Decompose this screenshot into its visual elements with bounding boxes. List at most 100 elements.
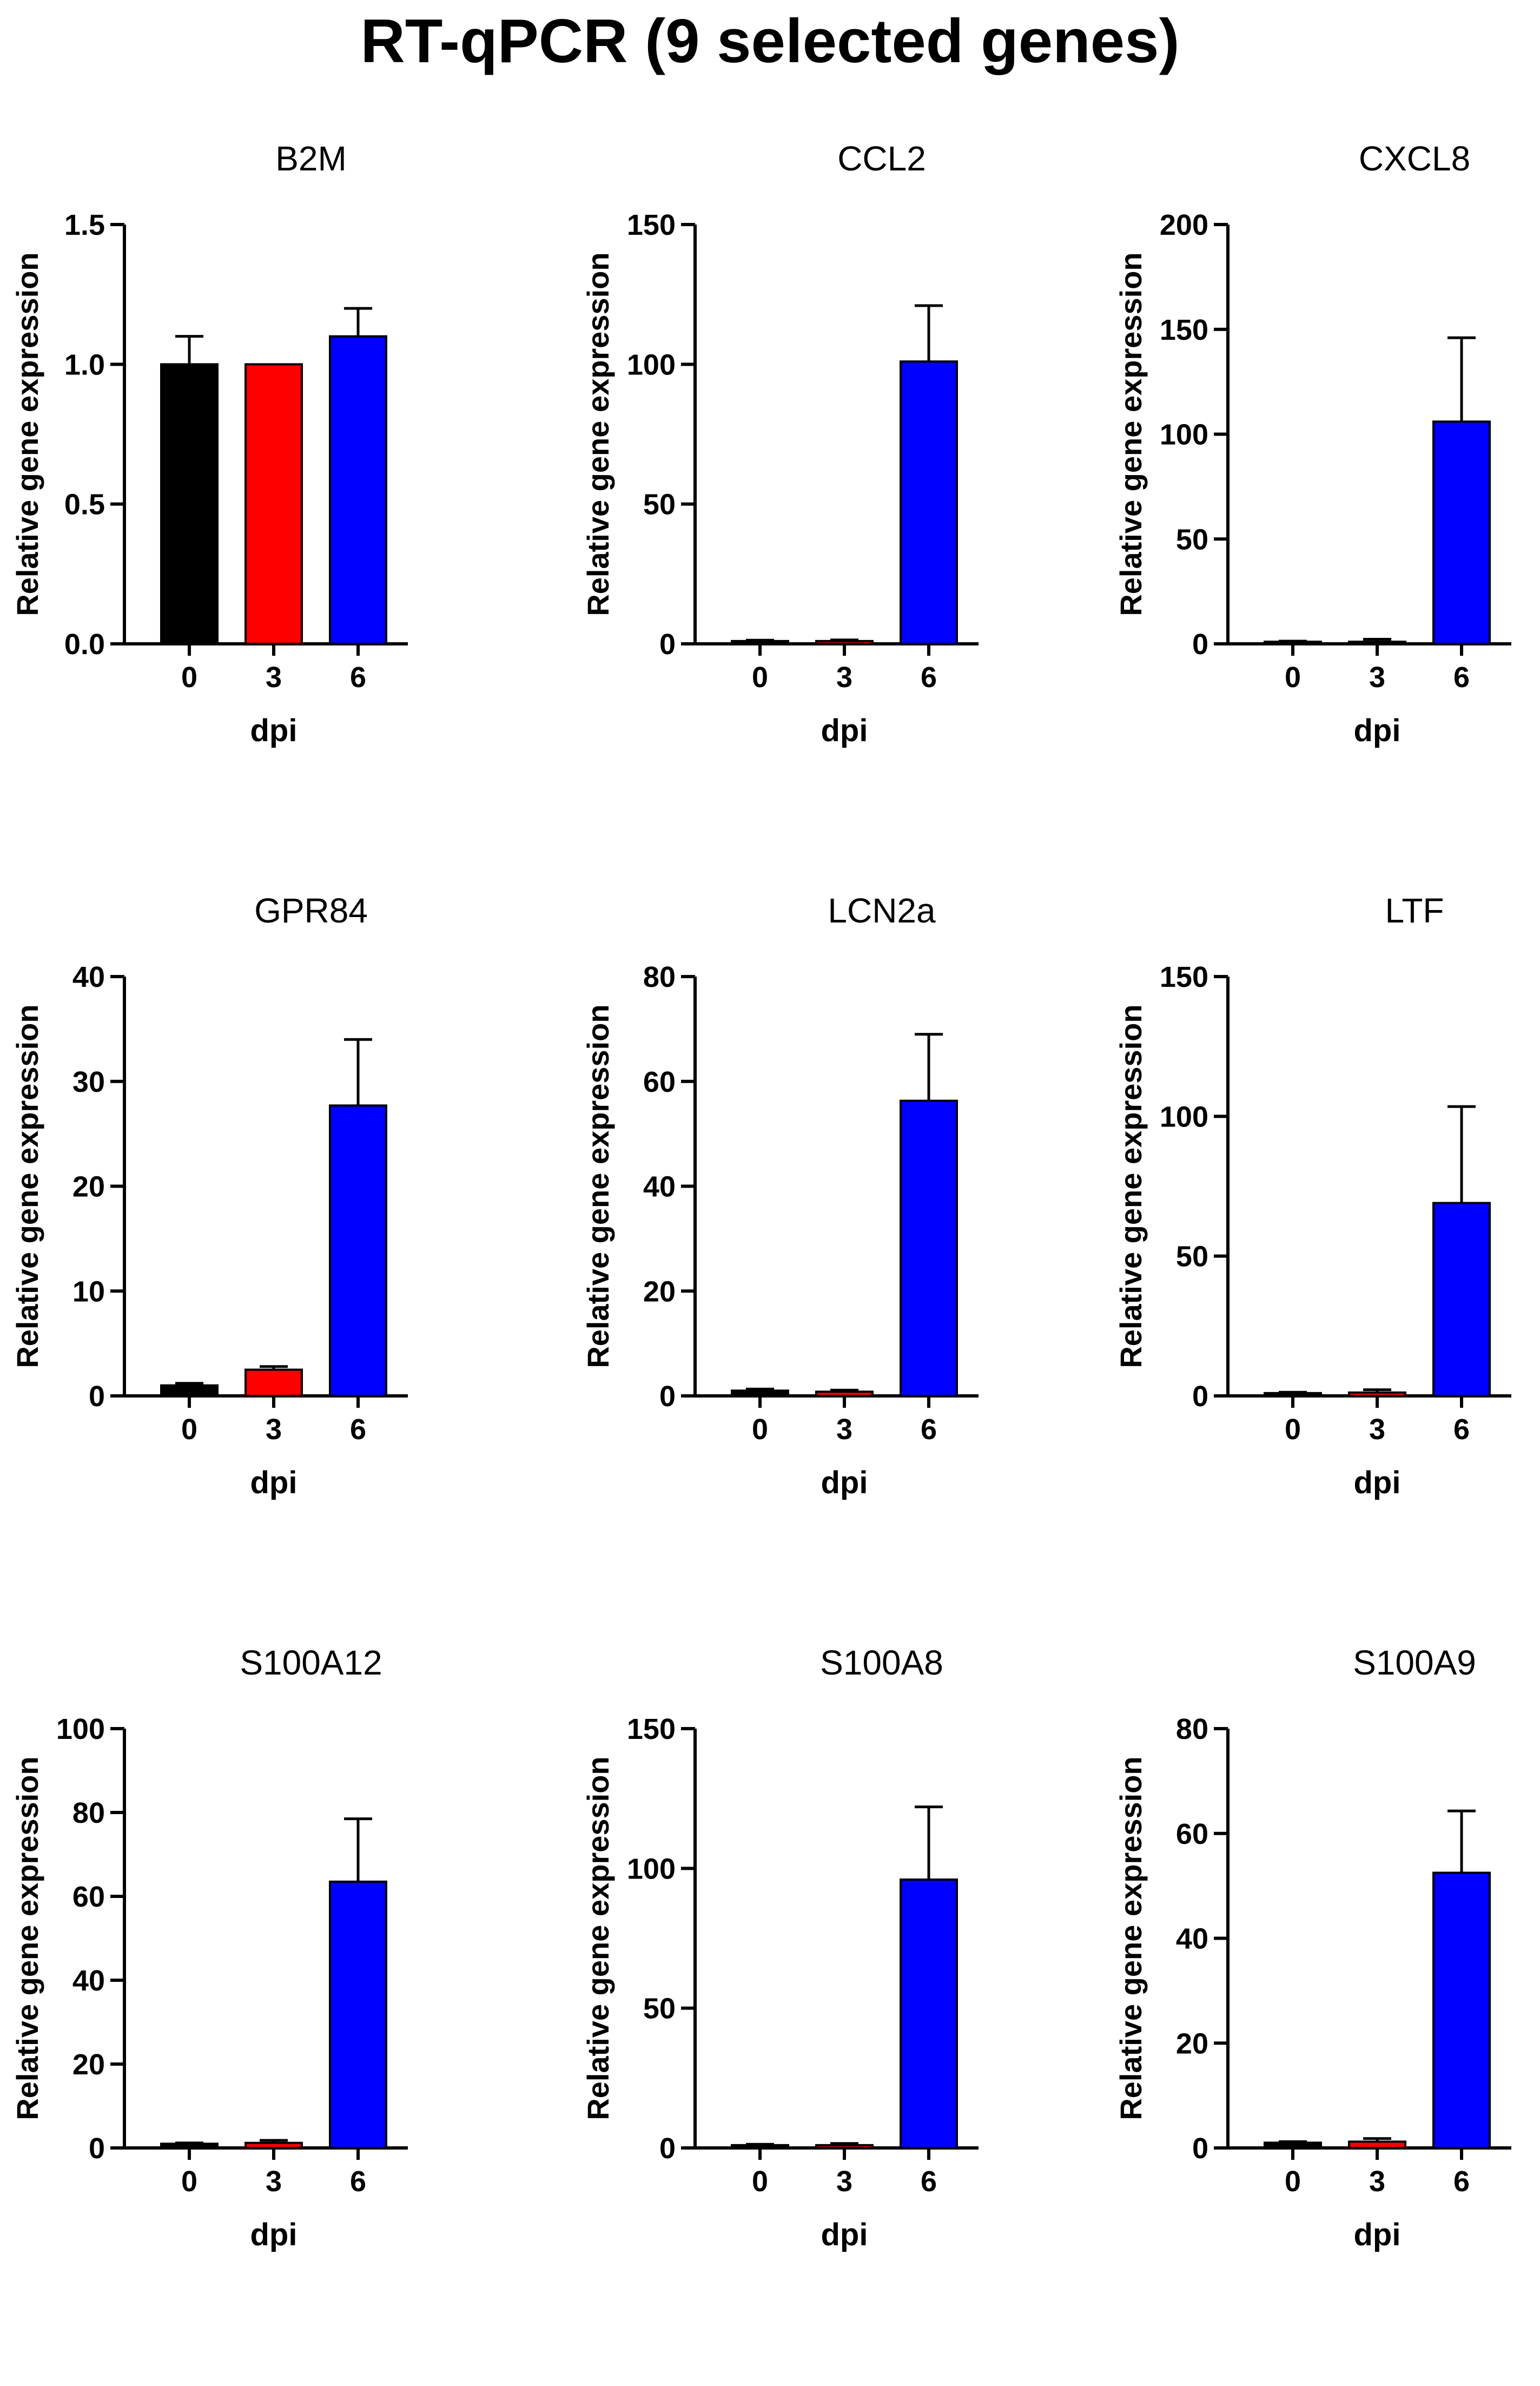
x-axis-label: dpi (1354, 1465, 1401, 1500)
y-tick-label: 100 (1160, 1100, 1208, 1133)
bar-dpi-6 (900, 1099, 958, 1397)
bar-dpi-3 (244, 2141, 303, 2150)
bar-dpi-6 (329, 1104, 387, 1397)
y-tick-label: 100 (627, 348, 676, 381)
y-axis-label: Relative gene expression (1114, 1004, 1148, 1368)
bar-dpi-3 (815, 2144, 874, 2149)
y-axis-label: Relative gene expression (581, 252, 615, 616)
chart-title: LCN2a (828, 891, 936, 930)
bar-dpi-6 (900, 1879, 958, 2149)
y-tick-label: 40 (643, 1171, 676, 1203)
x-tick-label: 3 (1369, 661, 1385, 694)
chart-panel-lcn2a: LCN2a 0 20 40 60 80 Relative gene expression 0 3… (571, 882, 1084, 1634)
x-axis-label: dpi (250, 713, 298, 748)
y-tick-label: 100 (1160, 419, 1208, 451)
bar-dpi-3 (1348, 1391, 1406, 1397)
bar-dpi-6 (1432, 1871, 1491, 2149)
x-tick-label: 6 (921, 1413, 937, 1446)
x-tick-label: 0 (1285, 1413, 1301, 1446)
chart-panel-b2m: B2M 0.0 0.5 1.0 1.5 Relative gene expression 0… (0, 130, 513, 882)
x-axis-label: dpi (821, 2217, 868, 2252)
y-tick-label: 30 (72, 1066, 105, 1098)
chart-title: B2M (275, 139, 347, 178)
x-tick-label: 6 (921, 661, 937, 694)
bar-dpi-3 (815, 640, 874, 645)
y-tick-label: 50 (1176, 523, 1208, 556)
x-tick-label: 0 (752, 1413, 768, 1446)
y-axis-label: Relative gene expression (10, 1756, 44, 2120)
x-tick-label: 6 (1453, 1413, 1470, 1446)
bar-dpi-6 (329, 335, 387, 645)
x-tick-label: 6 (350, 661, 366, 694)
y-tick-label: 20 (72, 2048, 105, 2081)
x-tick-label: 3 (266, 661, 282, 694)
y-tick-label: 80 (1176, 1713, 1208, 1745)
y-tick-label: 0 (1192, 1380, 1208, 1413)
chart-panel-s100a8: S100A8 0 50 100 150 Relative gene expression 0… (571, 1634, 1084, 2386)
y-tick-label: 50 (1176, 1241, 1208, 1273)
chart-panel-cxcl8: CXCL8 0 50 100 150 200 Relative gene expressio… (1103, 130, 1540, 882)
y-tick-label: 0.0 (64, 628, 105, 661)
chart-panel-s100a12: S100A12 0 20 40 60 80 100 Relative gene express… (0, 1634, 513, 2386)
y-tick-label: 60 (643, 1066, 676, 1098)
y-tick-label: 0 (1192, 2132, 1208, 2165)
x-tick-label: 0 (752, 661, 768, 694)
bar-dpi-0 (731, 1389, 789, 1397)
x-tick-label: 6 (921, 2165, 937, 2198)
bar-dpi-0 (731, 640, 789, 645)
x-tick-label: 3 (836, 1413, 852, 1446)
y-tick-label: 0 (659, 628, 676, 661)
y-tick-label: 20 (1176, 2027, 1208, 2060)
y-tick-label: 1.0 (64, 348, 105, 381)
y-tick-label: 0 (659, 2132, 676, 2165)
x-axis-label: dpi (821, 1465, 868, 1500)
chart-title: S100A8 (820, 1643, 943, 1682)
y-tick-label: 150 (1160, 314, 1208, 346)
bar-dpi-3 (244, 1368, 303, 1397)
y-tick-label: 60 (1176, 1818, 1208, 1850)
x-tick-label: 3 (266, 2165, 282, 2198)
chart-svg: B2M 0.0 0.5 1.0 1.5 Relative gene expression 0… (10, 139, 408, 748)
bar-dpi-0 (1264, 641, 1322, 645)
chart-panel-gpr84: GPR84 0 10 20 30 40 Relative gene expression 0 3… (0, 882, 513, 1634)
chart-title: LTF (1385, 891, 1444, 930)
bar-dpi-0 (1264, 1392, 1322, 1397)
chart-svg: S100A8 0 50 100 150 Relative gene expression 0… (581, 1643, 979, 2252)
y-tick-label: 20 (72, 1171, 105, 1203)
y-tick-label: 40 (1176, 1923, 1208, 1955)
y-tick-label: 60 (72, 1881, 105, 1913)
x-tick-label: 0 (1285, 2165, 1301, 2198)
y-tick-label: 1.5 (64, 209, 105, 241)
bar-dpi-0 (731, 2144, 789, 2149)
y-tick-label: 20 (643, 1275, 676, 1308)
x-tick-label: 0 (181, 1413, 197, 1446)
y-tick-label: 0 (1192, 628, 1208, 661)
y-tick-label: 0 (89, 2132, 105, 2165)
chart-panel-s100a9: S100A9 0 20 40 60 80 Relative gene expression 0… (1103, 1634, 1540, 2386)
bar-dpi-6 (329, 1880, 387, 2149)
x-tick-label: 0 (181, 2165, 197, 2198)
y-axis-label: Relative gene expression (10, 1004, 44, 1368)
y-tick-label: 0 (89, 1380, 105, 1413)
bar-dpi-6 (1432, 1202, 1491, 1397)
y-tick-label: 150 (627, 1713, 676, 1745)
chart-panel-ltf: LTF 0 50 100 150 Relative gene expression 0 3 6 d… (1103, 882, 1540, 1634)
y-axis-label: Relative gene expression (1114, 252, 1148, 616)
x-tick-label: 3 (266, 1413, 282, 1446)
chart-title: GPR84 (254, 891, 368, 930)
y-axis-label: Relative gene expression (10, 252, 44, 616)
y-tick-label: 150 (627, 209, 676, 241)
bar-dpi-3 (815, 1390, 874, 1397)
x-tick-label: 3 (1369, 1413, 1385, 1446)
y-tick-label: 10 (72, 1275, 105, 1308)
y-tick-label: 50 (643, 1993, 676, 2025)
x-tick-label: 6 (1453, 2165, 1470, 2198)
x-tick-label: 3 (836, 2165, 852, 2198)
y-tick-label: 100 (56, 1713, 105, 1745)
bar-dpi-3 (1348, 641, 1406, 645)
y-axis-label: Relative gene expression (1114, 1756, 1148, 2120)
x-axis-label: dpi (1354, 2217, 1401, 2252)
x-axis-label: dpi (250, 1465, 298, 1500)
y-tick-label: 150 (1160, 961, 1208, 993)
x-tick-label: 0 (181, 661, 197, 694)
